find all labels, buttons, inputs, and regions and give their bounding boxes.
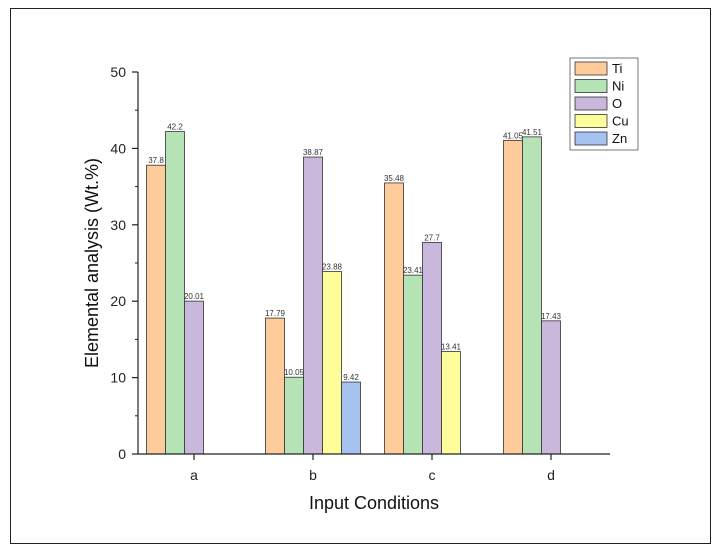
bar-ti-d xyxy=(503,139,523,455)
legend-swatch-ni xyxy=(574,79,608,93)
legend-swatch-cu xyxy=(574,114,608,128)
legend-swatch-o xyxy=(574,96,608,111)
y-axis-title: Elemental analysis (Wt.%) xyxy=(82,158,102,368)
x-tick-label: d xyxy=(547,467,555,483)
x-tick-label: c xyxy=(429,467,436,483)
y-ticks-layer: 0 10 20 30 40 50 xyxy=(110,64,138,462)
bar-ti-b xyxy=(265,317,285,455)
data-labels-layer: 37.8 42.2 20.01 17.79 10.05 38.87 23.88 9.42 35.… xyxy=(148,123,561,382)
legend-label-cu: Cu xyxy=(612,114,629,129)
x-axis-title: Input Conditions xyxy=(309,493,439,513)
bar-o-b xyxy=(303,156,323,455)
data-label: 10.05 xyxy=(284,368,305,377)
y-tick-label: 30 xyxy=(110,217,126,233)
bar-o-a xyxy=(184,300,204,455)
y-tick-label: 20 xyxy=(110,293,126,309)
bars-layer xyxy=(146,131,561,455)
legend-label-ti: Ti xyxy=(612,61,622,76)
legend-swatch-ti xyxy=(574,61,608,76)
data-label: 37.8 xyxy=(148,156,164,165)
bar-zn-b xyxy=(341,381,361,455)
bar-ti-a xyxy=(146,164,166,455)
data-label: 41.51 xyxy=(522,128,543,137)
legend-label-o: O xyxy=(612,96,622,111)
legend-label-zn: Zn xyxy=(612,131,627,146)
bar-ti-c xyxy=(384,182,404,455)
data-label: 9.42 xyxy=(343,373,359,382)
data-label: 27.7 xyxy=(424,233,440,242)
y-tick-label: 10 xyxy=(110,370,126,386)
x-tick-label: a xyxy=(190,467,198,483)
data-label: 23.41 xyxy=(403,266,424,275)
bar-ni-b xyxy=(284,376,304,455)
data-label: 23.88 xyxy=(322,263,343,272)
y-tick-label: 0 xyxy=(118,446,126,462)
bar-ni-d xyxy=(522,136,542,455)
legend-label-ni: Ni xyxy=(612,79,624,94)
bar-ni-a xyxy=(165,131,185,455)
data-label: 38.87 xyxy=(303,148,324,157)
data-label: 35.48 xyxy=(384,174,405,183)
bar-ni-c xyxy=(403,274,423,455)
data-label: 42.2 xyxy=(167,123,183,132)
bar-o-c xyxy=(422,241,442,455)
y-tick-label: 50 xyxy=(110,64,126,80)
legend-swatch-zn xyxy=(574,131,608,146)
x-ticks-layer: a b c d xyxy=(190,454,555,483)
bar-cu-c xyxy=(441,351,461,455)
bar-o-d xyxy=(541,320,561,455)
data-label: 17.43 xyxy=(541,312,562,321)
data-label: 20.01 xyxy=(184,292,205,301)
figure-frame xyxy=(10,8,711,544)
bar-cu-b xyxy=(322,271,342,455)
legend: Ti Ni O Cu Zn xyxy=(569,57,639,151)
data-label: 41.05 xyxy=(503,131,524,140)
data-label: 13.41 xyxy=(441,343,462,352)
data-label: 17.79 xyxy=(265,309,286,318)
x-tick-label: b xyxy=(309,467,317,483)
y-tick-label: 40 xyxy=(110,140,126,156)
